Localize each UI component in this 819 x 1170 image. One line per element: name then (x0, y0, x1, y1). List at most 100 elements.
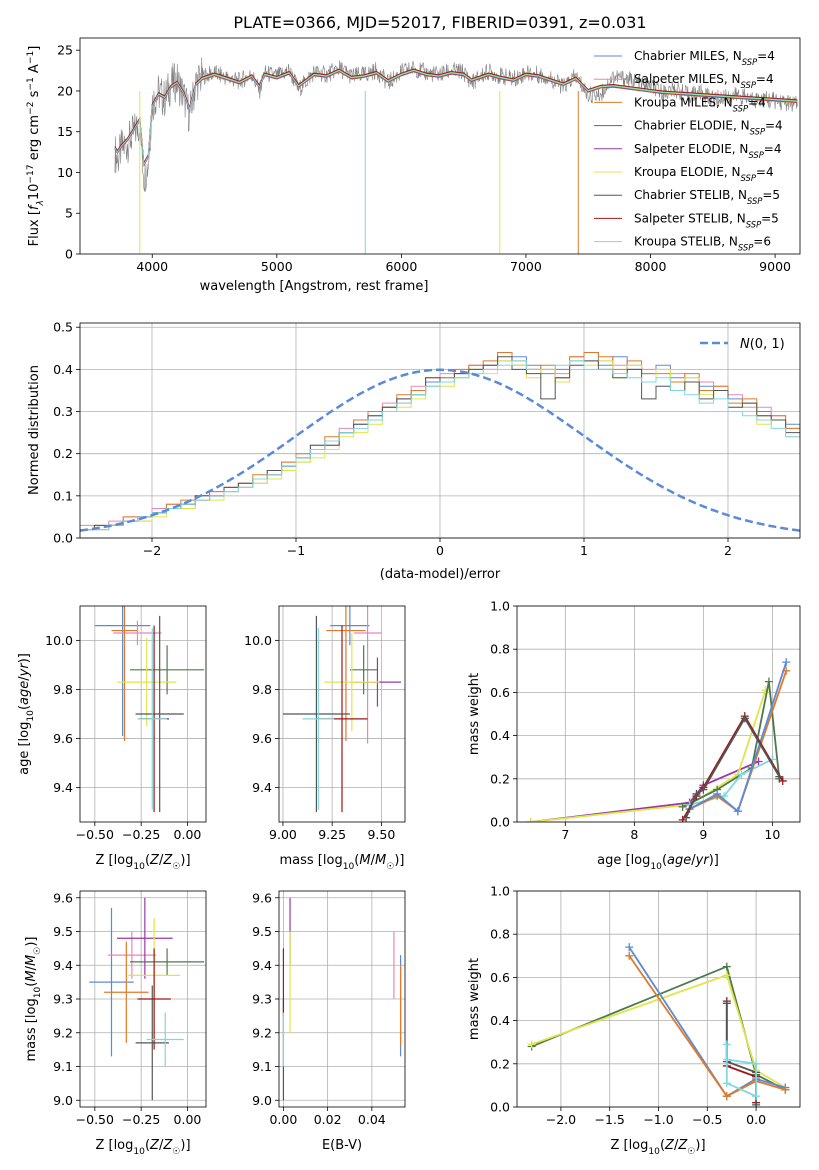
weight-marker (526, 818, 535, 822)
axes-frame (79, 37, 801, 255)
axes-frame (278, 890, 406, 1108)
x-tick-label: 0.0 (746, 1112, 766, 1127)
y-tick-label: 9.0 (252, 1093, 272, 1108)
y-tick-label: 9.2 (252, 1025, 272, 1040)
y-tick-label: 15 (57, 124, 73, 139)
weight-marker (527, 1040, 536, 1049)
legend-label: Kroupa STELIB, NSSP=6 (634, 235, 771, 253)
y-tick-label: 0.0 (490, 815, 510, 830)
plot-area (94, 606, 205, 813)
x-tick-label: 0.00 (174, 827, 202, 842)
y-tick-label: 0.2 (53, 446, 73, 461)
y-axis-label: age [log10(age/yr)] (17, 653, 36, 775)
axes-frame (278, 605, 406, 823)
y-tick-label: 0.6 (490, 685, 510, 700)
z-mass-axes: −0.50 −0.25 0.00 9.0 9.1 9.2 9.3 9.4 9.5 9.6 Z [lo… (24, 890, 207, 1157)
weight-marker (752, 1100, 761, 1107)
weight-marker (740, 714, 749, 723)
weight-marker (752, 1059, 761, 1068)
weight-marker (682, 813, 691, 822)
weight-marker (722, 962, 731, 971)
x-tick-label: 0.00 (174, 1112, 202, 1127)
weight-marker (692, 789, 701, 798)
x-tick-label: −1.5 (595, 1112, 625, 1127)
y-tick-label: 9.4 (252, 958, 272, 973)
y-tick-label: 0.8 (490, 642, 510, 657)
x-axis-label: age [log10(age/yr)] (597, 853, 719, 872)
weight-marker (761, 686, 770, 695)
axes-frame (516, 605, 801, 823)
axes-frame (79, 890, 207, 1108)
y-axis-label: Flux [fλ10−17 erg cm−2 s−1 A−1] (26, 46, 46, 247)
y-tick-label: 9.4 (53, 958, 73, 973)
x-tick-label: 8 (630, 827, 638, 842)
y-tick-label: 0.1 (53, 488, 73, 503)
x-axis-label: wavelength [Angstrom, rest frame] (200, 279, 429, 294)
y-tick-label: 0.0 (53, 531, 73, 546)
y-tick-label: 9.6 (252, 890, 272, 905)
legend-label: Salpeter ELODIE, NSSP=4 (634, 142, 782, 160)
y-axis-label: Normed distribution (27, 365, 42, 495)
weight-marker (625, 951, 634, 960)
y-tick-label: 0.6 (490, 970, 510, 985)
x-tick-label: 1 (580, 543, 588, 558)
x-tick-label: −0.50 (76, 1112, 114, 1127)
y-tick-label: 9.1 (53, 1059, 73, 1074)
y-tick-label: 10.0 (244, 633, 272, 648)
figure-title: PLATE=0366, MJD=52017, FIBERID=0391, z=0… (233, 13, 646, 32)
y-tick-label: 9.3 (53, 992, 73, 1007)
y-tick-label: 0.4 (490, 728, 510, 743)
y-tick-label: 9.8 (53, 682, 73, 697)
y-tick-label: 0.4 (53, 362, 73, 377)
y-tick-label: 0.2 (490, 771, 510, 786)
weight-marker (722, 971, 731, 980)
histogram-line (80, 352, 800, 531)
weight-marker (722, 1040, 731, 1049)
weight-marker (737, 770, 746, 779)
weight-marker (713, 789, 722, 798)
y-tick-label: 5 (65, 206, 73, 221)
x-axis-label: mass [log10(M/M☉)] (279, 853, 404, 872)
histogram-line (80, 352, 800, 531)
weight-marker (722, 1079, 731, 1088)
x-tick-label: 0.04 (358, 1112, 386, 1127)
x-tick-label: −1 (287, 543, 305, 558)
model-line (114, 70, 798, 166)
weight-marker (782, 658, 791, 667)
x-tick-label: 9.50 (367, 827, 395, 842)
x-axis-label: Z [log10(Z/Z☉)] (95, 853, 190, 872)
mass-age-axes: 9.00 9.25 9.50 9.4 9.6 9.8 10.0 mass [log10(M/M… (244, 605, 406, 872)
y-tick-label: 0.2 (490, 1056, 510, 1071)
x-tick-label: 0.02 (314, 1112, 342, 1127)
y-tick-label: 9.6 (252, 731, 272, 746)
y-tick-label: 0.4 (490, 1013, 510, 1028)
weight-marker (722, 1055, 731, 1064)
x-tick-label: 4000 (136, 259, 168, 274)
y-tick-label: 9.6 (53, 731, 73, 746)
x-axis-label: Z [log10(Z/Z☉)] (95, 1138, 190, 1157)
x-tick-label: 9000 (759, 259, 791, 274)
plot-area (80, 352, 800, 532)
x-axis-label: E(B-V) (322, 1138, 362, 1153)
weight-marker (764, 677, 773, 686)
y-axis-label: mass weight (467, 958, 482, 1040)
x-tick-label: 9.25 (318, 827, 346, 842)
x-tick-label: −2.0 (546, 1112, 576, 1127)
y-tick-label: 0.5 (53, 320, 73, 335)
axes-frame (79, 605, 207, 823)
gaussian-reference-line (80, 368, 800, 532)
y-tick-label: 10 (57, 165, 73, 180)
y-tick-label: 9.3 (252, 992, 272, 1007)
legend-label: Chabrier MILES, NSSP=4 (634, 49, 775, 67)
plot-area (527, 943, 790, 1107)
weight-marker (775, 772, 784, 781)
legend-label: Salpeter STELIB, NSSP=5 (634, 211, 779, 229)
weight-line (531, 974, 786, 1089)
legend-label: Chabrier ELODIE, NSSP=4 (634, 119, 783, 137)
x-axis-label: (data-model)/error (380, 567, 501, 582)
legend-label: Salpeter MILES, NSSP=4 (634, 72, 774, 90)
x-tick-label: 0 (436, 543, 444, 558)
legend-label: Chabrier STELIB, NSSP=5 (634, 188, 780, 206)
age-weight-axes: 7 8 9 10 0.0 0.2 0.4 0.6 0.8 1.0 age [log10(age/yr… (467, 599, 801, 872)
